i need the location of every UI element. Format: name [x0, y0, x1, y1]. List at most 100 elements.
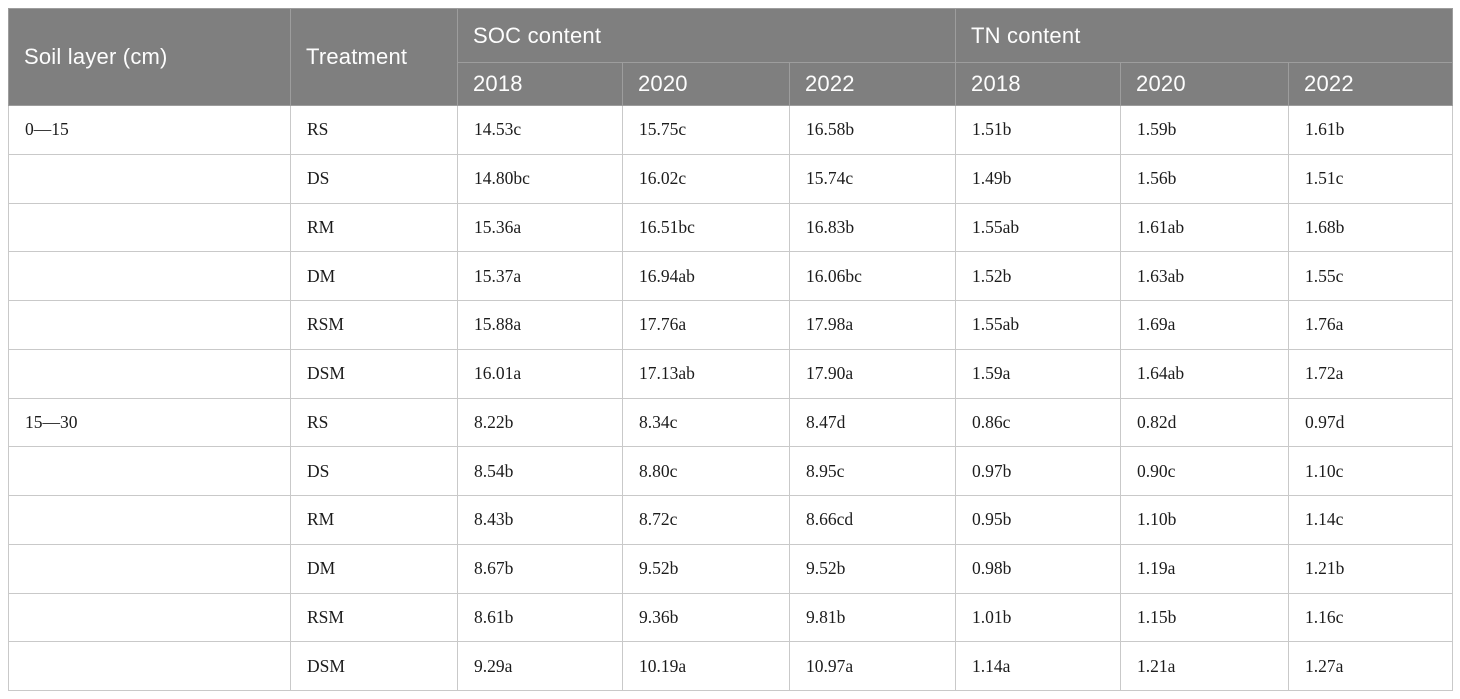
table-row: 0—15 RS 14.53c 15.75c 16.58b 1.51b 1.59b 1.61b	[8, 105, 1454, 155]
soc-2020-cell: 9.52b	[622, 543, 790, 594]
tn-2022-cell: 1.16c	[1288, 592, 1454, 643]
soc-2022-cell: 9.52b	[788, 543, 957, 594]
tn-2018-cell: 1.49b	[955, 153, 1122, 204]
soc-2018-cell: 15.36a	[457, 202, 623, 253]
soc-2020-cell: 15.75c	[622, 105, 790, 155]
tn-2020-cell: 0.82d	[1120, 397, 1290, 448]
soc-2018-cell: 8.43b	[457, 495, 623, 545]
soc-2018-cell: 14.80bc	[457, 153, 623, 204]
soc-2018-cell: 9.29a	[457, 641, 623, 691]
tn-2022-cell: 1.72a	[1288, 348, 1454, 399]
table-row: RM 15.36a 16.51bc 16.83b 1.55ab 1.61ab 1.68b	[8, 202, 1454, 253]
treatment-cell: RSM	[290, 592, 458, 643]
soil-layer-cell	[8, 153, 291, 204]
soc-2022-cell: 16.83b	[788, 202, 957, 253]
tn-2022-cell: 1.76a	[1288, 300, 1454, 350]
tn-2020-cell: 1.19a	[1120, 543, 1290, 594]
soc-2020-cell: 16.94ab	[622, 251, 790, 301]
col-group-tn-content: TN content	[955, 8, 1454, 63]
treatment-cell: DS	[290, 153, 458, 204]
col-header-soc-2018: 2018	[457, 62, 623, 106]
tn-2018-cell: 1.14a	[955, 641, 1122, 691]
tn-2022-cell: 1.21b	[1288, 543, 1454, 594]
treatment-cell: RSM	[290, 300, 458, 350]
tn-2018-cell: 0.95b	[955, 495, 1122, 545]
soil-layer-cell: 15—30	[8, 397, 291, 448]
treatment-cell: RS	[290, 105, 458, 155]
tn-2018-cell: 1.52b	[955, 251, 1122, 301]
table-row: DM 8.67b 9.52b 9.52b 0.98b 1.19a 1.21b	[8, 543, 1454, 594]
soc-2020-cell: 16.02c	[622, 153, 790, 204]
tn-2018-cell: 0.97b	[955, 446, 1122, 496]
treatment-cell: DSM	[290, 348, 458, 399]
col-header-tn-2018: 2018	[955, 62, 1122, 106]
soil-layer-cell	[8, 202, 291, 253]
soil-layer-cell: 0—15	[8, 105, 291, 155]
soc-2020-cell: 16.51bc	[622, 202, 790, 253]
soc-2020-cell: 17.13ab	[622, 348, 790, 399]
soil-layer-cell	[8, 641, 291, 691]
soc-2018-cell: 14.53c	[457, 105, 623, 155]
header-group-row: Soil layer (cm) Treatment SOC content TN…	[8, 8, 1454, 106]
soc-2020-cell: 17.76a	[622, 300, 790, 350]
treatment-cell: RM	[290, 495, 458, 545]
soc-2018-cell: 8.22b	[457, 397, 623, 448]
soil-layer-cell	[8, 446, 291, 496]
tn-2022-cell: 0.97d	[1288, 397, 1454, 448]
soc-2022-cell: 9.81b	[788, 592, 957, 643]
tn-2022-cell: 1.14c	[1288, 495, 1454, 545]
soc-2022-cell: 8.47d	[788, 397, 957, 448]
soc-2020-cell: 10.19a	[622, 641, 790, 691]
soc-2020-cell: 8.72c	[622, 495, 790, 545]
tn-2018-cell: 1.55ab	[955, 202, 1122, 253]
col-header-soc-2020: 2020	[622, 62, 790, 106]
soc-2018-cell: 15.88a	[457, 300, 623, 350]
soc-2020-cell: 8.80c	[622, 446, 790, 496]
soc-2022-cell: 8.95c	[788, 446, 957, 496]
tn-2020-cell: 1.64ab	[1120, 348, 1290, 399]
tn-2022-cell: 1.51c	[1288, 153, 1454, 204]
tn-2020-cell: 1.21a	[1120, 641, 1290, 691]
tn-2020-cell: 1.63ab	[1120, 251, 1290, 301]
table-header: Soil layer (cm) Treatment SOC content TN…	[8, 8, 1454, 106]
soil-layer-cell	[8, 348, 291, 399]
soc-2018-cell: 8.67b	[457, 543, 623, 594]
soc-2018-cell: 8.54b	[457, 446, 623, 496]
soil-soc-tn-table: Soil layer (cm) Treatment SOC content TN…	[8, 8, 1454, 691]
tn-2022-cell: 1.61b	[1288, 105, 1454, 155]
soc-2018-cell: 15.37a	[457, 251, 623, 301]
treatment-cell: RM	[290, 202, 458, 253]
table-row: 15—30 RS 8.22b 8.34c 8.47d 0.86c 0.82d 0.97d	[8, 397, 1454, 448]
tn-2020-cell: 1.10b	[1120, 495, 1290, 545]
soc-2018-cell: 16.01a	[457, 348, 623, 399]
tn-2022-cell: 1.68b	[1288, 202, 1454, 253]
table-row: RSM 8.61b 9.36b 9.81b 1.01b 1.15b 1.16c	[8, 592, 1454, 643]
table-row: RM 8.43b 8.72c 8.66cd 0.95b 1.10b 1.14c	[8, 495, 1454, 545]
col-group-soc-content: SOC content	[456, 8, 957, 63]
tn-2020-cell: 1.59b	[1120, 105, 1290, 155]
col-header-tn-2022: 2022	[1288, 62, 1454, 106]
treatment-cell: DM	[290, 543, 458, 594]
tn-2020-cell: 1.56b	[1120, 153, 1290, 204]
tn-2018-cell: 1.59a	[955, 348, 1122, 399]
tn-2020-cell: 1.69a	[1120, 300, 1290, 350]
treatment-cell: DSM	[290, 641, 458, 691]
tn-2022-cell: 1.27a	[1288, 641, 1454, 691]
table-row: DM 15.37a 16.94ab 16.06bc 1.52b 1.63ab 1.55c	[8, 251, 1454, 301]
soc-2022-cell: 16.06bc	[788, 251, 957, 301]
table-row: DS 14.80bc 16.02c 15.74c 1.49b 1.56b 1.51c	[8, 153, 1454, 204]
soc-2020-cell: 8.34c	[622, 397, 790, 448]
treatment-cell: RS	[290, 397, 458, 448]
header-year-row: 2018 2020 2022 2018 2020 2022	[9, 62, 1454, 106]
treatment-cell: DM	[290, 251, 458, 301]
soc-2022-cell: 15.74c	[788, 153, 957, 204]
soc-2022-cell: 10.97a	[788, 641, 957, 691]
soc-2020-cell: 9.36b	[622, 592, 790, 643]
table-row: DS 8.54b 8.80c 8.95c 0.97b 0.90c 1.10c	[8, 446, 1454, 496]
tn-2018-cell: 1.01b	[955, 592, 1122, 643]
tn-2020-cell: 0.90c	[1120, 446, 1290, 496]
soc-2022-cell: 16.58b	[788, 105, 957, 155]
col-header-soc-2022: 2022	[788, 62, 957, 106]
soil-layer-cell	[8, 300, 291, 350]
